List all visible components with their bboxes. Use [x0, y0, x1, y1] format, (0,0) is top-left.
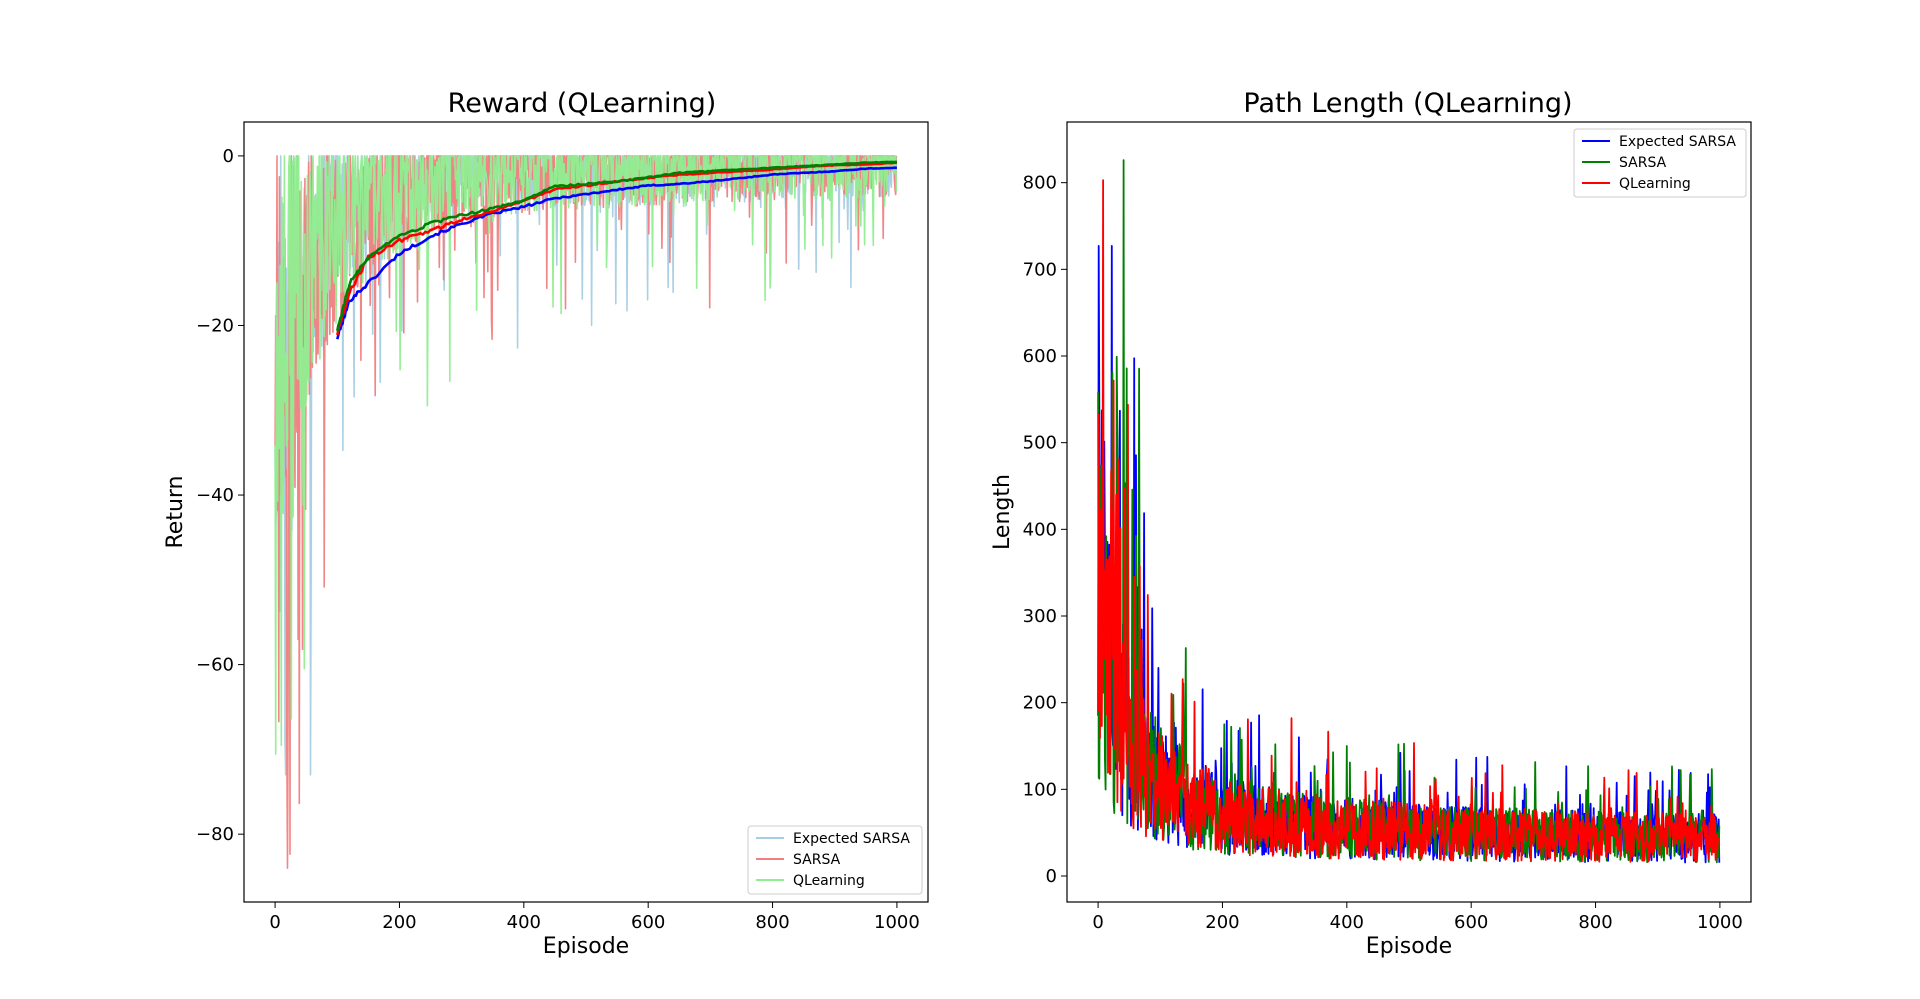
reward-legend-label-sarsa: SARSA [793, 852, 841, 868]
path-length-legend-label-qlearning: QLearning [1619, 176, 1691, 192]
reward-series-expected-sarsa-line [274, 155, 898, 776]
reward-y-axis-label: Return [163, 475, 188, 548]
reward-y-tick-label: −60 [196, 655, 234, 676]
reward-x-tick-label: 200 [382, 912, 416, 933]
path-length-series-group [1097, 159, 1721, 864]
path-length-y-tick-label: 400 [1023, 519, 1057, 540]
reward-axes-frame [243, 121, 929, 903]
reward-y-tick-label: −20 [196, 315, 234, 336]
path-length-x-tick-label: 400 [1330, 912, 1364, 933]
reward-series-sarsa-line [274, 155, 898, 869]
path-length-y-tick-label: 300 [1023, 606, 1057, 627]
reward-x-tick-label: 600 [631, 912, 665, 933]
path-length-y-tick-label: 700 [1023, 259, 1057, 280]
reward-legend: Expected SARSA SARSA QLearning [747, 825, 923, 895]
path-length-y-ticks: 0 100 200 300 400 500 600 700 800 [1023, 173, 1067, 887]
reward-chart-title: Reward (QLearning) [448, 88, 717, 119]
path-length-y-tick-label: 100 [1023, 779, 1057, 800]
path-length-y-tick-label: 0 [1046, 866, 1057, 887]
path-length-legend-box [1573, 128, 1747, 198]
path-length-x-axis-label: Episode [1366, 934, 1452, 959]
path-length-y-tick-label: 200 [1023, 693, 1057, 714]
path-length-series-expected-sarsa-line [1097, 245, 1721, 864]
reward-x-ticks: 0 200 400 600 800 1000 [269, 902, 920, 933]
reward-legend-label-expected-sarsa: Expected SARSA [793, 831, 910, 847]
reward-moving-average-group [336, 160, 897, 340]
path-length-legend: Expected SARSA SARSA QLearning [1573, 128, 1747, 198]
path-length-y-tick-label: 800 [1023, 173, 1057, 194]
reward-x-tick-label: 800 [755, 912, 789, 933]
path-length-chart-title: Path Length (QLearning) [1243, 88, 1572, 119]
path-length-y-axis-label: Length [990, 474, 1015, 550]
path-length-x-ticks: 0 200 400 600 800 1000 [1092, 902, 1743, 933]
path-length-x-tick-label: 1000 [1697, 912, 1743, 933]
path-length-x-tick-label: 200 [1205, 912, 1239, 933]
reward-x-tick-label: 1000 [874, 912, 920, 933]
reward-chart: Reward (QLearning) 0 200 400 600 800 1000 0 −2… [163, 88, 929, 959]
path-length-series-sarsa-line [1097, 159, 1721, 864]
path-length-legend-label-sarsa: SARSA [1619, 155, 1667, 171]
path-length-chart: Path Length (QLearning) 0 200 400 600 800 100… [990, 88, 1752, 959]
reward-legend-box [747, 825, 923, 895]
path-length-x-tick-label: 800 [1578, 912, 1612, 933]
path-length-y-tick-label: 600 [1023, 346, 1057, 367]
reward-legend-label-qlearning: QLearning [793, 873, 865, 889]
reward-series-qlearning-line [274, 155, 898, 755]
path-length-x-tick-label: 600 [1454, 912, 1488, 933]
path-length-x-tick-label: 0 [1092, 912, 1103, 933]
reward-y-tick-label: −80 [196, 824, 234, 845]
reward-moving-average-expected-sarsa-line [336, 166, 897, 340]
path-length-axes-frame [1066, 121, 1752, 903]
path-length-y-tick-label: 500 [1023, 433, 1057, 454]
reward-x-tick-label: 400 [507, 912, 541, 933]
reward-x-axis-label: Episode [543, 934, 629, 959]
reward-y-tick-label: 0 [223, 146, 234, 167]
reward-moving-average-qlearning-line [336, 160, 897, 332]
reward-x-tick-label: 0 [269, 912, 280, 933]
reward-y-ticks: 0 −20 −40 −60 −80 [196, 146, 244, 845]
reward-y-tick-label: −40 [196, 485, 234, 506]
path-length-series-qlearning-line [1097, 179, 1721, 863]
reward-series-group [274, 155, 898, 869]
path-length-legend-label-expected-sarsa: Expected SARSA [1619, 134, 1736, 150]
